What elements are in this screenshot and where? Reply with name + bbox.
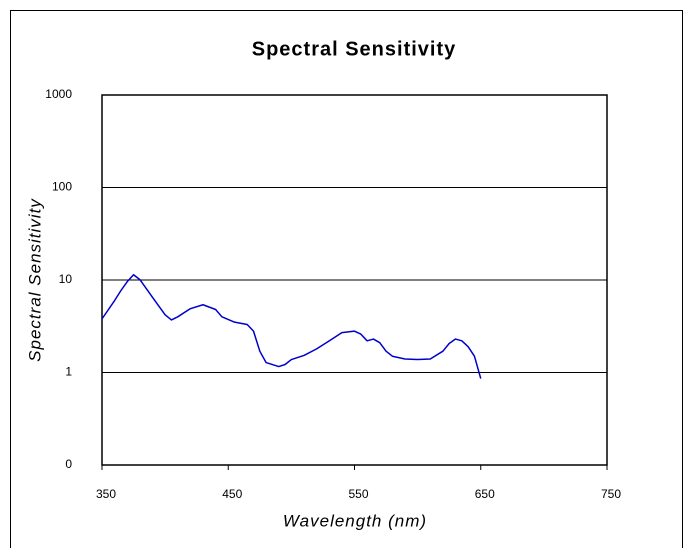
x-tick-label: 750 — [601, 487, 621, 501]
x-tick-label: 550 — [348, 487, 368, 501]
y-tick-label: 100 — [52, 180, 72, 194]
page-frame — [10, 10, 683, 548]
x-tick-label: 650 — [475, 487, 495, 501]
x-axis-label: Wavelength (nm) — [283, 511, 427, 530]
x-tick-label: 450 — [222, 487, 242, 501]
data-line — [101, 273, 482, 379]
chart-title: Spectral Sensitivity — [252, 38, 457, 60]
y-tick-label: 10 — [59, 272, 73, 286]
y-tick-label: 1 — [65, 365, 72, 379]
y-tick-label: 1000 — [45, 87, 72, 101]
x-tick-label: 350 — [96, 487, 116, 501]
y-axis-label: Spectral Sensitivity — [25, 198, 44, 362]
y-tick-label: 0 — [65, 457, 72, 471]
plot-frame — [101, 94, 608, 466]
